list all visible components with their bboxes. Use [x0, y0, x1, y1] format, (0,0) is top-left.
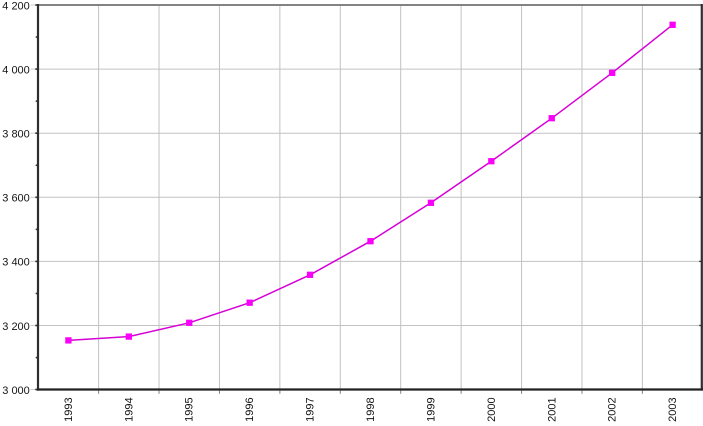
svg-text:2002: 2002	[607, 397, 619, 421]
svg-text:1998: 1998	[365, 397, 377, 421]
svg-text:3 800: 3 800	[2, 129, 30, 141]
svg-text:1995: 1995	[184, 397, 196, 421]
svg-text:2000: 2000	[486, 397, 498, 421]
svg-text:2003: 2003	[667, 397, 679, 421]
svg-text:3 600: 3 600	[2, 193, 30, 205]
svg-text:1994: 1994	[123, 397, 135, 421]
svg-text:1993: 1993	[63, 397, 75, 421]
svg-text:1997: 1997	[305, 397, 317, 421]
svg-text:2001: 2001	[546, 397, 558, 421]
svg-text:3 200: 3 200	[2, 321, 30, 333]
svg-text:4 200: 4 200	[2, 0, 30, 12]
svg-text:1999: 1999	[425, 397, 437, 421]
svg-text:3 000: 3 000	[2, 385, 30, 397]
svg-text:1996: 1996	[244, 397, 256, 421]
svg-text:4 000: 4 000	[2, 64, 30, 76]
svg-text:3 400: 3 400	[2, 257, 30, 269]
